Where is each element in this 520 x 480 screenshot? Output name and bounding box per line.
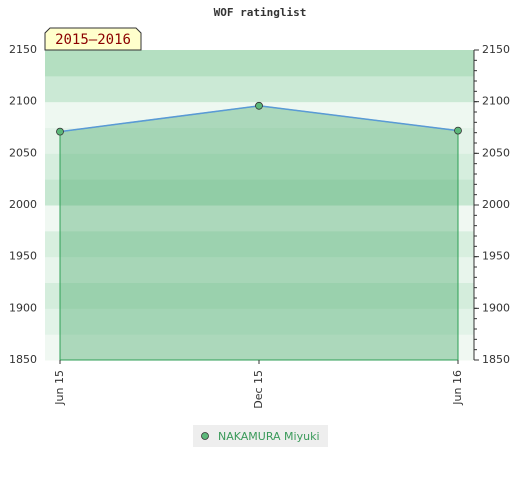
y2-tick-label: 1900: [482, 301, 510, 314]
point: [56, 127, 64, 136]
band: [45, 205, 474, 232]
point: [454, 126, 462, 135]
y2-tick-label: 2150: [482, 43, 510, 56]
band: [45, 153, 474, 180]
y-tick-label: 2050: [9, 146, 37, 159]
y-tick-label: 1850: [9, 353, 37, 366]
y-tick-label: 1900: [9, 301, 37, 314]
badge: 2015–2016: [55, 32, 131, 48]
chart-title: WOF ratinglist: [214, 6, 307, 19]
band: [45, 75, 474, 103]
y-tick-label: 2000: [9, 198, 37, 211]
y-tick-label: 2100: [9, 95, 37, 108]
point: [255, 101, 263, 110]
y-tick-label: 1950: [9, 250, 37, 263]
band: [45, 230, 474, 258]
band: [45, 282, 474, 309]
y-tick-label: 2150: [9, 43, 37, 56]
legend-box: [193, 425, 328, 447]
band: [45, 127, 474, 154]
legend-marker: [201, 432, 209, 440]
y2-tick-label: 2050: [482, 146, 510, 159]
band: [45, 256, 474, 283]
y2-tick-label: 1950: [482, 250, 510, 263]
x-tick-label: Jun 16: [451, 370, 464, 406]
y2-tick-label: 1850: [482, 353, 510, 366]
band: [45, 334, 474, 361]
plot-area: [45, 50, 474, 361]
y2-tick-label: 2100: [482, 95, 510, 108]
band: [45, 50, 474, 77]
band: [45, 308, 474, 335]
y2-tick-label: 2000: [482, 198, 510, 211]
x-tick-label: Jun 15: [53, 370, 66, 406]
band: [45, 179, 474, 206]
area: [59, 105, 459, 361]
x-tick-label: Dec 15: [252, 370, 265, 409]
legend-label: NAKAMURA Miyuki: [218, 430, 320, 443]
badge-box: [44, 27, 142, 51]
